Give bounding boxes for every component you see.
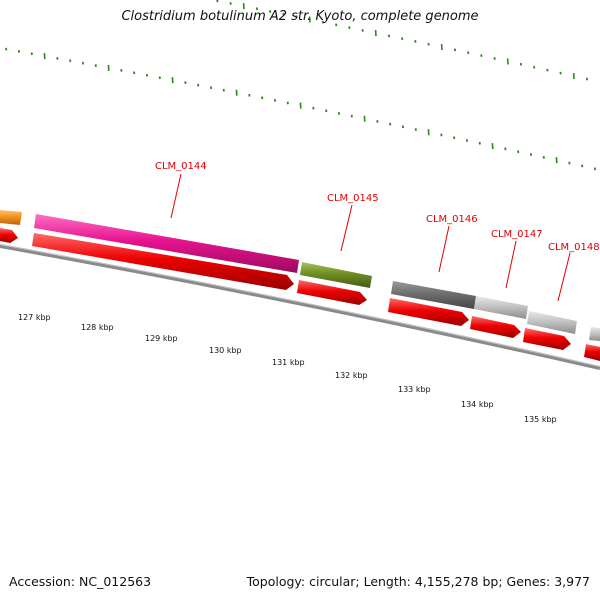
inner-tick-track: [5, 47, 597, 171]
gene-bar-clm0147[interactable]: [474, 296, 528, 319]
cds-arrow-clm0148[interactable]: [523, 328, 571, 350]
feature-track-genes: [0, 210, 600, 341]
cds-arrow-left-edge[interactable]: [0, 228, 18, 243]
kbp-label: 131 kbp: [272, 358, 305, 367]
kbp-label: 130 kbp: [209, 346, 242, 355]
gene-bar-clm0144[interactable]: [34, 214, 299, 273]
accession-text: Accession: NC_012563: [9, 574, 152, 589]
gene-label-group: CLM_0144 CLM_0145 CLM_0146 CLM_0147 CLM_…: [155, 161, 600, 302]
gene-bar-clm0148[interactable]: [527, 311, 577, 334]
gene-label-clm0146[interactable]: CLM_0146: [426, 214, 478, 225]
kbp-label: 135 kbp: [524, 415, 557, 424]
gene-label-clm0145[interactable]: CLM_0145: [327, 193, 379, 204]
cds-arrow-clm0144[interactable]: [32, 233, 294, 290]
outer-tick-track: [216, 0, 589, 81]
gene-label-clm0147[interactable]: CLM_0147: [491, 229, 543, 240]
kbp-scale-labels: 127 kbp 128 kbp 129 kbp 130 kbp 131 kbp …: [18, 313, 557, 424]
cds-arrow-right-edge[interactable]: [584, 344, 600, 361]
kbp-label: 128 kbp: [81, 323, 114, 332]
gene-bar-clm0145[interactable]: [300, 262, 372, 288]
gene-label-clm0148[interactable]: CLM_0148: [548, 242, 600, 253]
cds-arrow-clm0145[interactable]: [297, 280, 367, 305]
gene-leader-clm0144: [170, 173, 182, 219]
genome-title: Clostridium botulinum A2 str. Kyoto, com…: [121, 9, 479, 24]
genome-summary-text: Topology: circular; Length: 4,155,278 bp…: [246, 574, 590, 589]
kbp-label: 134 kbp: [461, 400, 494, 409]
feature-track-cds: [0, 228, 600, 361]
gene-leader-clm0145: [340, 204, 353, 252]
kbp-label: 133 kbp: [398, 385, 431, 394]
gene-label-clm0144[interactable]: CLM_0144: [155, 161, 207, 172]
cds-arrow-clm0146[interactable]: [388, 298, 469, 326]
gene-bar-clm0146[interactable]: [391, 281, 476, 309]
backbone-group: [0, 244, 600, 370]
gene-leader-clm0146: [438, 225, 450, 273]
kbp-label: 127 kbp: [18, 313, 51, 322]
kbp-label: 129 kbp: [145, 334, 178, 343]
genome-backbone: [0, 244, 600, 370]
gene-leader-clm0148: [557, 252, 571, 302]
cds-arrow-clm0147[interactable]: [470, 316, 521, 338]
gene-bar-orange[interactable]: [0, 210, 22, 225]
gene-bar-right-edge[interactable]: [589, 327, 600, 341]
gene-leader-clm0147: [505, 240, 517, 289]
genome-backbone-highlight: [0, 244, 600, 367]
kbp-label: 132 kbp: [335, 371, 368, 380]
